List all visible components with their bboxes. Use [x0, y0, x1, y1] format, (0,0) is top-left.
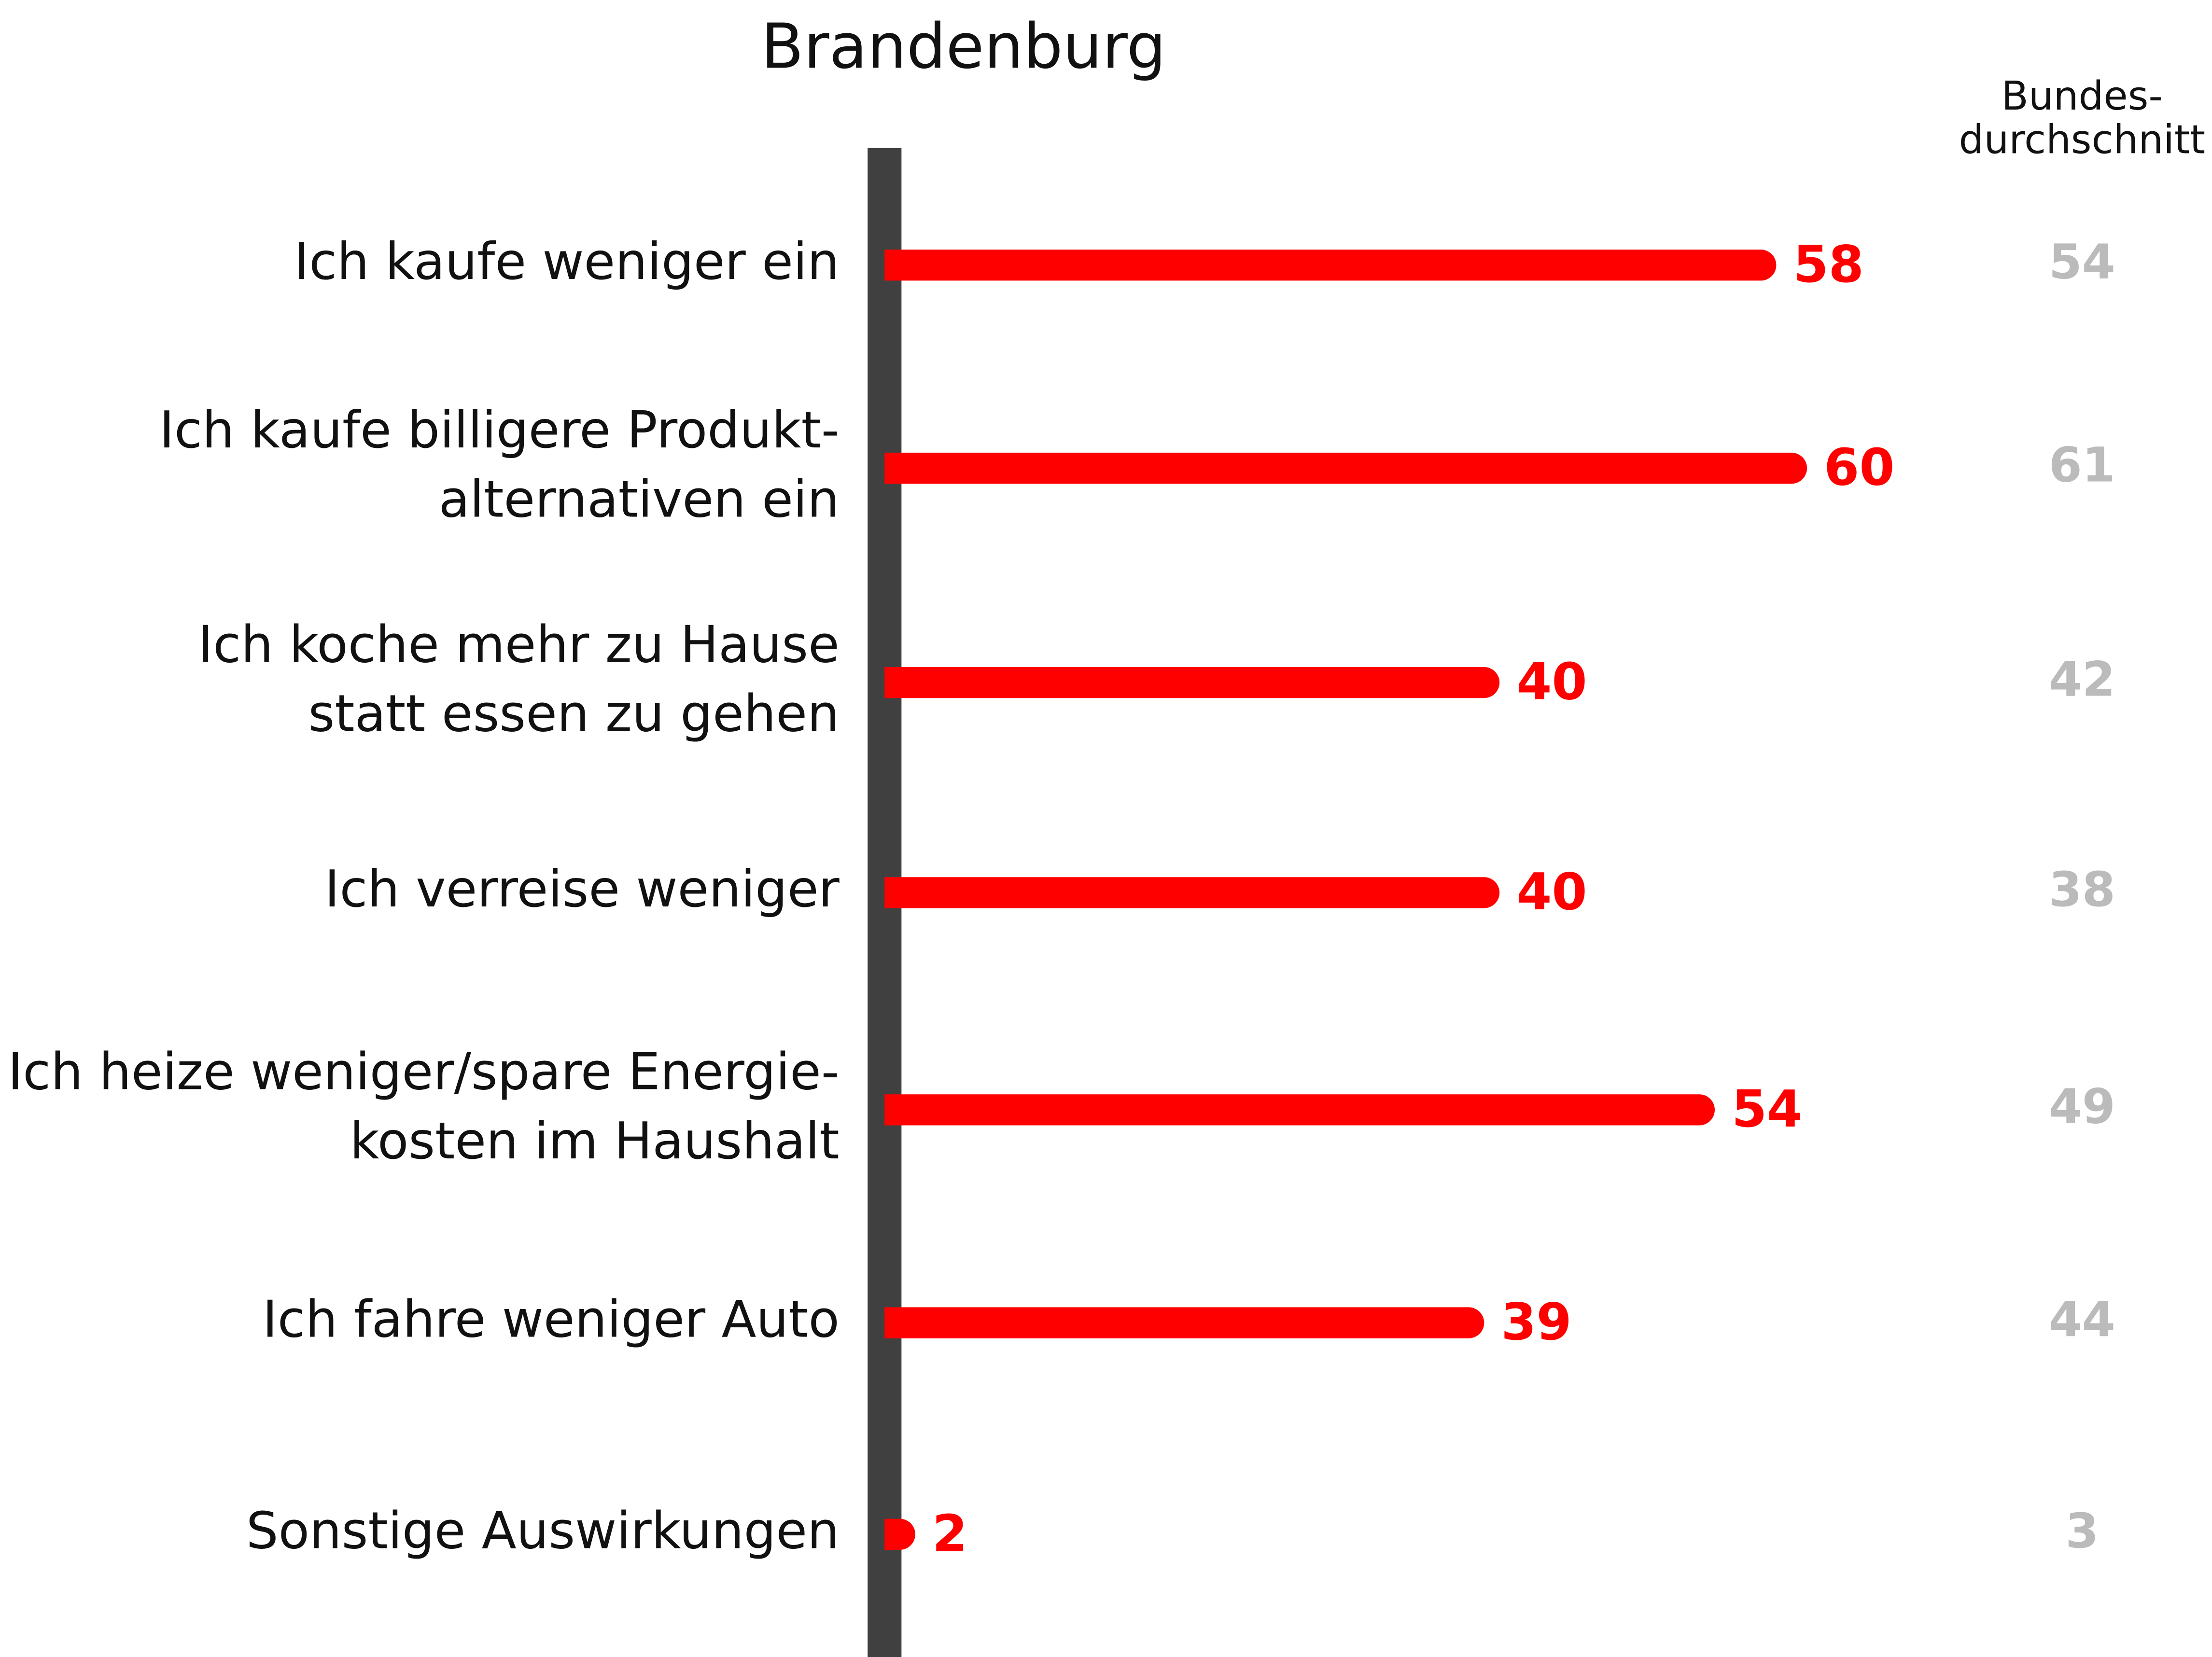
average-value: 3: [2065, 1504, 2099, 1559]
bar: [884, 667, 1500, 698]
category-label: kosten im Haushalt: [350, 1111, 840, 1170]
column-header: Bundes-: [2002, 73, 2163, 119]
bar: [884, 1094, 1715, 1126]
value-label: 60: [1824, 438, 1894, 497]
value-label: 39: [1501, 1292, 1571, 1351]
bar: [884, 250, 1777, 281]
category-label: Ich fahre weniger Auto: [263, 1289, 840, 1349]
value-label: 40: [1516, 862, 1587, 921]
average-value: 44: [2049, 1292, 2115, 1348]
average-value: 38: [2049, 862, 2115, 918]
average-value: 54: [2049, 235, 2115, 290]
category-label: Sonstige Auswirkungen: [246, 1501, 840, 1560]
category-label: Ich kaufe billigere Produkt-: [159, 400, 840, 460]
average-value: 42: [2049, 652, 2115, 707]
bar: [884, 1518, 915, 1550]
category-label: Ich kaufe weniger ein: [294, 232, 840, 291]
bar: [884, 1307, 1484, 1338]
value-label: 58: [1793, 235, 1863, 294]
value-label: 40: [1516, 652, 1587, 711]
column-header: durchschnitt: [1959, 117, 2206, 163]
category-label: Ich verreise weniger: [324, 859, 840, 919]
chart-title: Brandenburg: [761, 11, 1166, 83]
average-value: 49: [2049, 1079, 2115, 1135]
bar: [884, 452, 1807, 484]
value-label: 54: [1732, 1079, 1802, 1139]
category-label: Ich koche mehr zu Hause: [198, 614, 840, 674]
value-label: 2: [932, 1504, 967, 1563]
category-label: Ich heize weniger/spare Energie-: [8, 1042, 840, 1101]
category-label: alternativen ein: [439, 469, 840, 529]
category-label: statt essen zu gehen: [308, 683, 840, 743]
average-value: 61: [2049, 437, 2115, 493]
bar: [884, 877, 1500, 908]
